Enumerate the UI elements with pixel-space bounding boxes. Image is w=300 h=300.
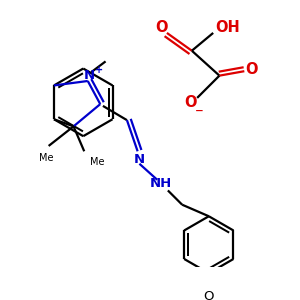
Text: Me: Me [90,157,104,166]
Text: Me: Me [39,153,53,163]
Text: O: O [245,62,258,77]
Text: +: + [95,65,104,75]
Text: −: − [195,105,203,116]
Text: N: N [134,153,145,166]
Text: O: O [155,20,168,35]
Text: O: O [204,290,214,300]
Text: OH: OH [215,20,240,35]
Text: NH: NH [150,177,172,190]
Text: O: O [184,95,196,110]
Text: N: N [84,69,95,82]
